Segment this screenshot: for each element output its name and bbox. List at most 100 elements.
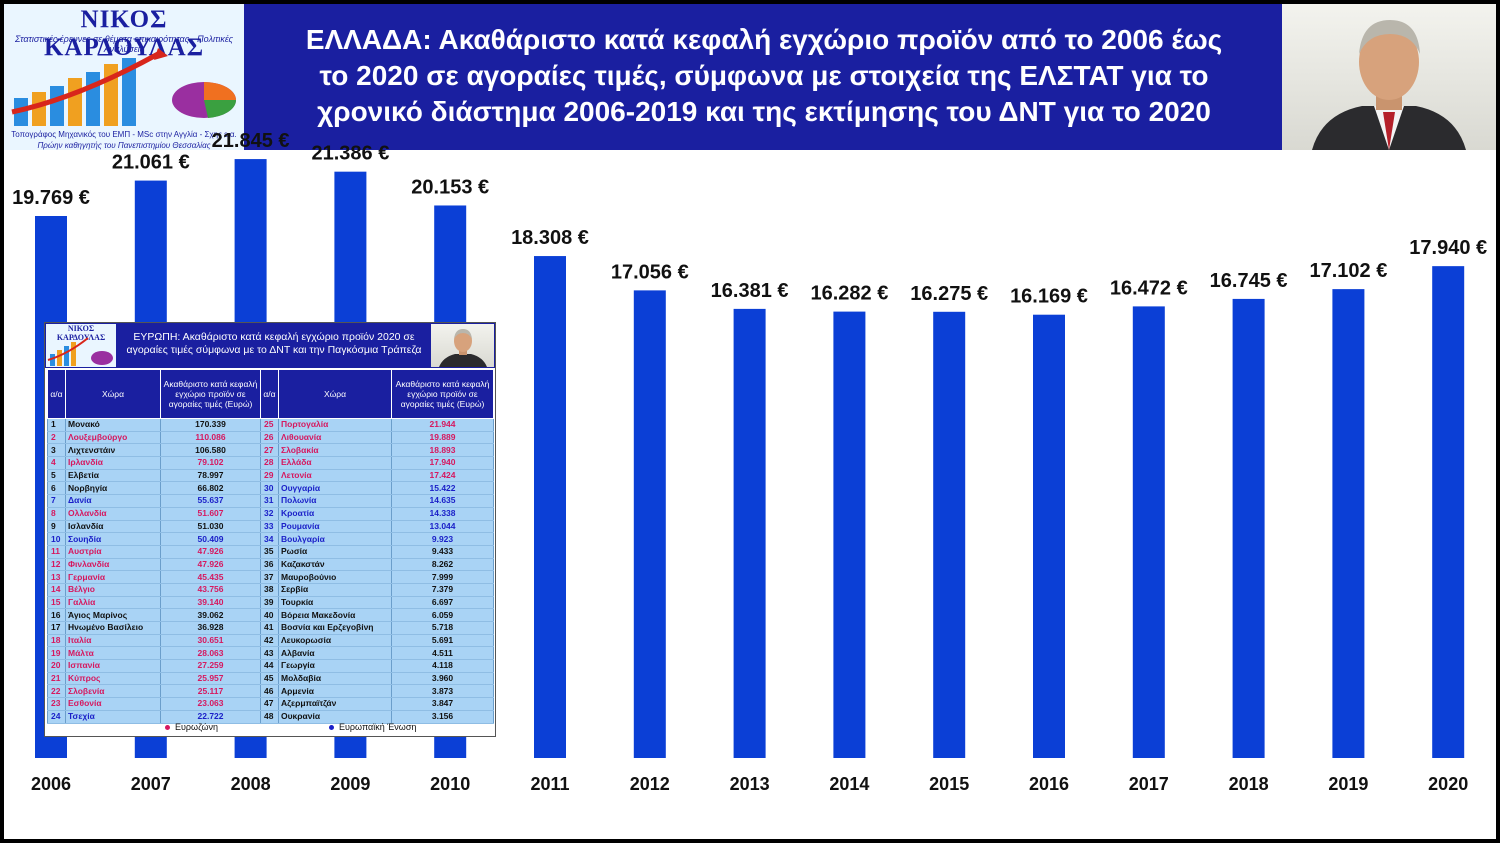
table-row: 5 Ελβετία 78.997 29 Λετονία 17.424 [47,469,494,483]
eurozone-marker-icon [165,725,170,731]
value-cell: 66.802 [160,481,261,496]
bar-2017 [1132,306,1165,758]
table-row: 18 Ιταλία 30.651 42 Λευκορωσία 5.691 [47,634,494,648]
value-cell: 110.086 [160,431,261,445]
country-cell: Γαλλία [65,596,161,610]
country-cell: Πολωνία [278,494,392,508]
value-cell: 9.433 [391,545,494,559]
portrait-graphic [1312,20,1466,150]
table-row: 10 Σουηδία 50.409 34 Βουλγαρία 9.923 [47,532,494,546]
rank-cell: 13 [47,570,66,584]
country-cell: Ρωσία [278,545,392,559]
bar-2018 [1232,298,1265,758]
table-row: 16 Άγιος Μαρίνος 39.062 40 Βόρεια Μακεδονία 6… [47,608,494,622]
rank-cell: 28 [260,456,279,470]
table-row: 23 Εσθονία 23.063 47 Αζερμπαϊτζάν 3.847 [47,697,494,711]
title-line: το 2020 σε αγοραίες τιμές, σύμφωνα με στ… [319,60,1209,91]
inset-title: ΕΥΡΩΠΗ: Ακαθάριστο κατά κεφαλή εγχώριο π… [126,331,422,356]
country-cell: Πορτογαλία [278,418,392,432]
country-cell: Βουλγαρία [278,532,392,546]
table-header-row: α/α Χώρα Ακαθάριστο κατά κεφαλή εγχώριο … [47,369,494,419]
country-cell: Λουξεμβούργο [65,431,161,445]
x-tick-label: 2020 [1428,774,1468,794]
country-cell: Σλοβενία [65,684,161,699]
value-cell: 51.607 [160,507,261,521]
inset-portrait-graphic [439,329,487,367]
country-cell: Ελλάδα [278,456,392,470]
value-cell: 7.379 [391,583,494,597]
country-cell: Λετονία [278,469,392,483]
value-cell: 3.847 [391,697,494,711]
rank-cell: 12 [47,558,66,572]
value-cell: 3.873 [391,684,494,699]
table-row: 8 Ολλανδία 51.607 32 Κροατία 14.338 [47,507,494,521]
rank-cell: 14 [47,583,66,597]
country-cell: Νορβηγία [65,481,161,496]
value-cell: 3.156 [391,710,494,724]
x-tick-label: 2018 [1229,774,1269,794]
country-cell: Βόρεια Μακεδονία [278,608,392,622]
table-row: 20 Ισπανία 27.259 44 Γεωργία 4.118 [47,659,494,673]
data-label: 17.102 € [1309,260,1387,282]
country-cell: Μολδαβία [278,672,392,686]
inset-logo-graphic [47,337,113,366]
x-tick-label: 2013 [730,774,770,794]
country-cell: Αζερμπαϊτζάν [278,697,392,711]
country-cell: Φινλανδία [65,558,161,572]
country-cell: Τουρκία [278,596,392,610]
value-cell: 8.262 [391,558,494,572]
table-row: 24 Τσεχία 22.722 48 Ουκρανία 3.156 [47,710,494,724]
country-cell: Μαυροβούνιο [278,570,392,584]
value-cell: 19.889 [391,431,494,445]
bar-2012 [633,290,666,758]
title-line: ΕΛΛΑΔΑ: Ακαθάριστο κατά κεφαλή εγχώριο π… [305,24,1223,55]
rank-cell: 1 [47,418,66,432]
data-label: 18.308 € [511,227,589,249]
rank-cell: 35 [260,545,279,559]
x-tick-label: 2008 [231,774,271,794]
value-cell: 15.422 [391,481,494,496]
bar-2014 [833,311,866,758]
value-cell: 170.339 [160,418,261,432]
data-label: 19.769 € [12,187,90,209]
author-logo: ΝΙΚΟΣ ΚΑΡΔΟΥΛΑΣ Στατιστικές έρευνες σε θ… [4,4,244,150]
rank-cell: 26 [260,431,279,445]
data-label: 16.282 € [810,283,888,305]
rank-cell: 25 [260,418,279,432]
rank-cell: 18 [47,634,66,648]
table-row: 11 Αυστρία 47.926 35 Ρωσία 9.433 [47,545,494,559]
rank-cell: 8 [47,507,66,521]
value-cell: 14.338 [391,507,494,521]
table-row: 12 Φινλανδία 47.926 36 Καζακστάν 8.262 [47,558,494,572]
table-row: 7 Δανία 55.637 31 Πολωνία 14.635 [47,494,494,508]
value-cell: 6.697 [391,596,494,610]
rank-cell: 46 [260,684,279,699]
value-cell: 4.511 [391,646,494,661]
gdp-ranking-table: α/α Χώρα Ακαθάριστο κατά κεφαλή εγχώριο … [47,369,494,724]
country-cell: Αλβανία [278,646,392,661]
data-label: 21.386 € [311,143,389,165]
country-cell: Γεωργία [278,659,392,673]
legend-eu: Ευρωπαϊκή Ένωση [329,722,416,732]
inset-legend: Ευρωζώνη Ευρωπαϊκή Ένωση [45,721,495,735]
legend-eu-label: Ευρωπαϊκή Ένωση [339,722,417,732]
value-header: Ακαθάριστο κατά κεφαλή εγχώριο προϊόν σε… [160,369,261,419]
rank-cell: 23 [47,697,66,711]
value-cell: 5.718 [391,621,494,635]
value-cell: 5.691 [391,634,494,648]
country-cell: Καζακστάν [278,558,392,572]
rank-cell: 7 [47,494,66,508]
table-row: 4 Ιρλανδία 79.102 28 Ελλάδα 17.940 [47,456,494,470]
country-cell: Ολλανδία [65,507,161,521]
x-tick-label: 2006 [31,774,71,794]
country-cell: Ελβετία [65,469,161,483]
x-tick-label: 2009 [330,774,370,794]
rank-cell: 21 [47,672,66,686]
table-row: 9 Ισλανδία 51.030 33 Ρουμανία 13.044 [47,520,494,534]
inset-logo: ΝΙΚΟΣ ΚΑΡΔΟΥΛΑΣ [46,324,116,367]
table-row: 21 Κύπρος 25.957 45 Μολδαβία 3.960 [47,672,494,686]
x-tick-label: 2010 [430,774,470,794]
title-line: χρονικό διάστημα 2006-2019 και της εκτίμ… [317,96,1211,127]
legend-eurozone: Ευρωζώνη [165,722,218,732]
country-cell: Ισλανδία [65,520,161,534]
